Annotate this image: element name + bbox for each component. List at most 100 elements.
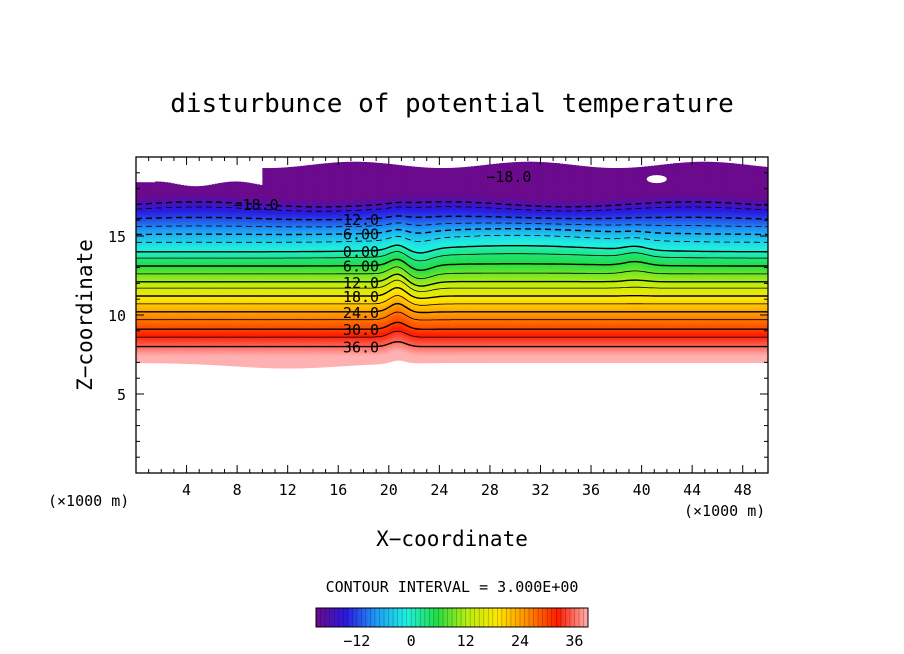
- fill-cell: [180, 341, 184, 344]
- fill-cell: [208, 315, 213, 318]
- fill-cell: [233, 271, 238, 274]
- fill-cell: [154, 206, 159, 209]
- fill-cell: [161, 342, 166, 345]
- fill-cell: [211, 223, 216, 227]
- fill-cell: [218, 363, 222, 366]
- fill-cell: [215, 244, 219, 247]
- fill-cell: [167, 324, 172, 328]
- fill-cell: [199, 286, 203, 289]
- fill-cell: [208, 249, 213, 252]
- fill-cell: [183, 333, 188, 336]
- fill-cell: [196, 212, 200, 215]
- fill-cell: [192, 339, 197, 343]
- fill-cell: [170, 220, 175, 223]
- fill-cell: [192, 186, 197, 188]
- fill-cell: [196, 237, 200, 240]
- fill-cell: [161, 358, 166, 361]
- fill-cell: [170, 261, 175, 265]
- fill-cell: [164, 214, 169, 217]
- fill-cell: [164, 313, 169, 317]
- fill-cell: [211, 230, 216, 233]
- fill-cell: [148, 214, 153, 217]
- fill-cell: [151, 226, 156, 229]
- fill-cell: [202, 204, 207, 207]
- fill-cell: [139, 316, 143, 319]
- fill-cell: [211, 326, 216, 329]
- fill-cell: [192, 208, 197, 211]
- fill-cell: [145, 307, 150, 310]
- fill-cell: [199, 278, 203, 281]
- fill-cell: [199, 302, 203, 305]
- fill-cell: [215, 231, 219, 235]
- fill-cell: [177, 285, 181, 288]
- fill-cell: [145, 354, 150, 357]
- fill-cell: [148, 349, 153, 353]
- fill-cell: [148, 199, 153, 203]
- fill-cell: [139, 251, 143, 255]
- fill-cell: [233, 248, 238, 252]
- fill-cell: [202, 198, 207, 201]
- fill-cell: [142, 274, 147, 277]
- fill-cell: [167, 337, 172, 340]
- fill-cell: [136, 229, 140, 232]
- fill-cell: [215, 219, 219, 222]
- fill-cell: [215, 314, 219, 317]
- fill-cell: [151, 353, 156, 356]
- fill-cell: [240, 344, 245, 347]
- fill-cell: [167, 239, 172, 242]
- fill-cell: [158, 269, 162, 272]
- fill-cell: [211, 269, 216, 272]
- fill-cell: [237, 298, 241, 301]
- fill-cell: [177, 304, 181, 307]
- fill-cell: [218, 353, 222, 356]
- fill-cell: [202, 318, 207, 321]
- fill-cell: [199, 305, 203, 308]
- fill-cell: [154, 261, 159, 264]
- fill-cell: [136, 356, 140, 359]
- fill-cell: [237, 288, 241, 291]
- fill-cell: [164, 239, 169, 242]
- fill-cell: [208, 342, 213, 345]
- fill-cell: [139, 196, 143, 199]
- fill-cell: [164, 260, 169, 263]
- fill-cell: [170, 332, 175, 336]
- fill-cell: [243, 221, 248, 224]
- fill-cell: [192, 330, 197, 333]
- fill-cell: [237, 315, 241, 318]
- fill-cell: [221, 323, 226, 327]
- fill-cell: [196, 208, 200, 212]
- fill-cell: [136, 337, 140, 340]
- fill-cell: [243, 334, 248, 338]
- fill-cell: [154, 342, 159, 345]
- fill-cell: [148, 210, 153, 214]
- fill-cell: [196, 313, 200, 316]
- fill-cell: [151, 204, 156, 207]
- fill-cell: [218, 211, 222, 214]
- fill-cell: [177, 246, 181, 249]
- fill-cell: [142, 354, 147, 357]
- fill-cell: [221, 276, 226, 279]
- fill-cell: [161, 343, 166, 346]
- fill-cell: [196, 311, 200, 314]
- fill-cell: [215, 249, 219, 252]
- fill-cell: [186, 268, 191, 271]
- fill-cell: [186, 254, 191, 257]
- fill-cell: [183, 213, 188, 216]
- fill-cell: [218, 213, 222, 216]
- fill-cell: [211, 307, 216, 310]
- fill-cell: [161, 326, 166, 329]
- fill-cell: [221, 222, 226, 226]
- fill-cell: [136, 262, 140, 266]
- fill-cell: [189, 275, 194, 278]
- fill-cell: [192, 347, 197, 350]
- fill-cell: [237, 266, 241, 269]
- fill-cell: [211, 353, 216, 356]
- fill-cell: [170, 255, 175, 258]
- fill-cell: [189, 287, 194, 290]
- fill-cell: [158, 239, 162, 242]
- fill-cell: [202, 253, 207, 256]
- fill-cell: [205, 267, 210, 270]
- fill-cell: [158, 275, 162, 278]
- fill-cell: [164, 343, 169, 347]
- fill-cell: [173, 298, 178, 301]
